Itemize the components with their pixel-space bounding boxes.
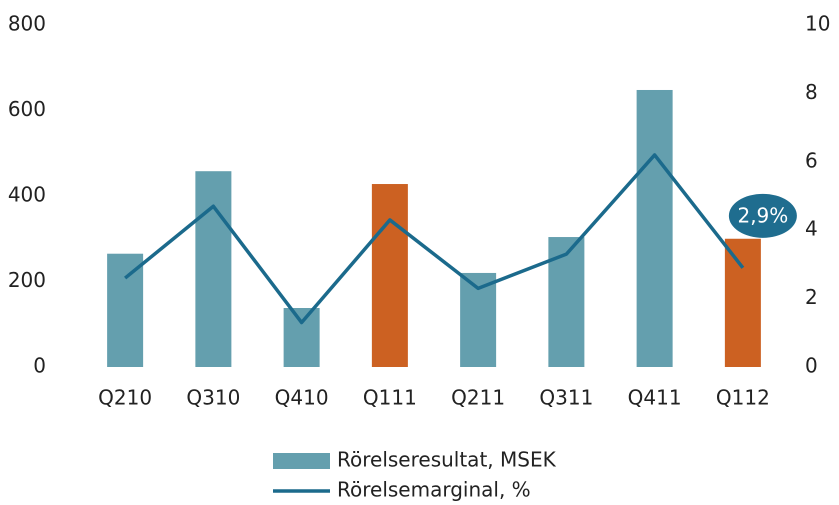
x-tick-label: Q310 (186, 386, 240, 410)
x-tick-label: Q111 (363, 386, 417, 410)
bar (548, 237, 585, 367)
legend-label: Rörelsemarginal, % (337, 478, 531, 502)
y2-tick-label: 8 (805, 80, 818, 104)
y2-tick-label: 4 (805, 217, 818, 241)
y-tick-label: 200 (8, 268, 46, 292)
x-tick-label: Q211 (451, 386, 505, 410)
y-tick-label: 0 (33, 354, 46, 378)
legend-label: Rörelseresultat, MSEK (337, 448, 557, 472)
y2-tick-label: 6 (805, 148, 818, 172)
bar (371, 184, 408, 367)
y2-tick-label: 10 (805, 12, 830, 36)
y-tick-label: 600 (8, 97, 46, 121)
y2-tick-label: 0 (805, 354, 818, 378)
y2-tick-label: 2 (805, 285, 818, 309)
bar (636, 89, 673, 367)
x-tick-label: Q411 (628, 386, 682, 410)
x-tick-label: Q311 (539, 386, 593, 410)
x-tick-label: Q210 (98, 386, 152, 410)
line (124, 153, 745, 325)
bar (107, 253, 144, 367)
y-tick-label: 400 (8, 183, 46, 207)
legend-swatch (273, 453, 330, 469)
y-tick-label: 800 (8, 12, 46, 36)
bar (724, 238, 761, 367)
bar (195, 171, 232, 367)
x-tick-label: Q112 (716, 386, 770, 410)
value-label: 2,9% (737, 203, 788, 227)
x-tick-label: Q410 (275, 386, 329, 410)
annotation-bubble (728, 193, 797, 238)
bar (283, 308, 320, 367)
